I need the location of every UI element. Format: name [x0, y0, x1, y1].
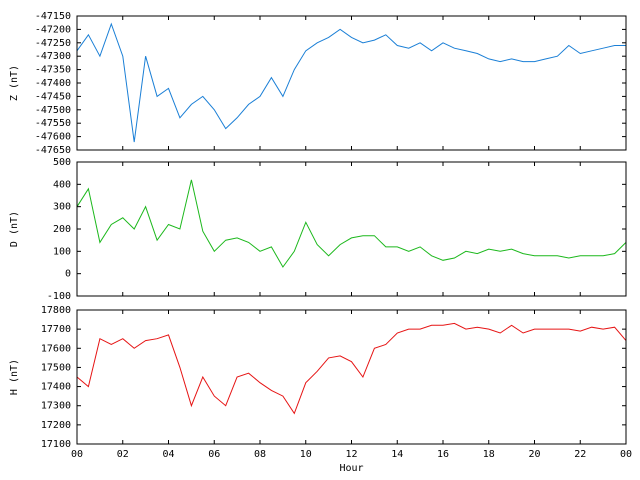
y-tick-label: -47600: [35, 132, 71, 143]
y-tick-label: -47650: [35, 145, 71, 156]
y-tick-label: 500: [53, 157, 71, 168]
data-line: [76, 179, 627, 268]
y-tick-label: 17800: [41, 305, 71, 316]
y-tick-label: 17500: [41, 362, 71, 373]
data-line: [76, 22, 626, 143]
y-tick-label: 17300: [41, 401, 71, 412]
y-tick-label: 17600: [41, 343, 71, 354]
y-axis-label: D (nT): [9, 211, 20, 247]
y-tick-label: 17200: [41, 420, 71, 431]
y-tick-label: -100: [47, 291, 71, 302]
y-tick-label: 400: [53, 179, 71, 190]
x-tick-label: 00: [71, 449, 83, 460]
y-tick-label: -47250: [35, 38, 71, 49]
x-tick-label: 18: [483, 449, 495, 460]
x-tick-label: 10: [300, 449, 312, 460]
y-tick-label: 17400: [41, 382, 71, 393]
y-tick-label: -47300: [35, 51, 71, 62]
y-axis-label: H (nT): [9, 359, 20, 395]
y-tick-label: 17100: [41, 439, 71, 450]
x-tick-label: 22: [574, 449, 586, 460]
x-tick-label: 20: [528, 449, 540, 460]
plot-frame: [76, 161, 627, 297]
y-tick-label: -47150: [35, 11, 71, 22]
y-tick-label: -47200: [35, 24, 71, 35]
x-tick-label: 06: [208, 449, 220, 460]
x-tick-label: 04: [162, 449, 174, 460]
x-axis-label: Hour: [339, 463, 363, 474]
y-tick-label: 300: [53, 202, 71, 213]
y-tick-label: 0: [65, 269, 71, 280]
y-tick-label: -47400: [35, 78, 71, 89]
x-tick-label: 12: [345, 449, 357, 460]
plot-frame: [76, 309, 627, 445]
data-line: [76, 322, 627, 415]
x-tick-label: 14: [391, 449, 403, 460]
y-axis-label: Z (nT): [9, 65, 20, 101]
x-tick-label: 08: [254, 449, 266, 460]
plot-frame: [76, 15, 627, 151]
y-tick-label: -47350: [35, 65, 71, 76]
x-tick-label: 02: [117, 449, 129, 460]
y-tick-label: 17700: [41, 324, 71, 335]
y-tick-label: -47450: [35, 91, 71, 102]
x-tick-label: 00: [620, 449, 632, 460]
y-tick-label: 200: [53, 224, 71, 235]
x-tick-label: 16: [437, 449, 449, 460]
y-tick-label: 100: [53, 246, 71, 257]
y-tick-label: -47500: [35, 105, 71, 116]
y-tick-label: -47550: [35, 118, 71, 129]
